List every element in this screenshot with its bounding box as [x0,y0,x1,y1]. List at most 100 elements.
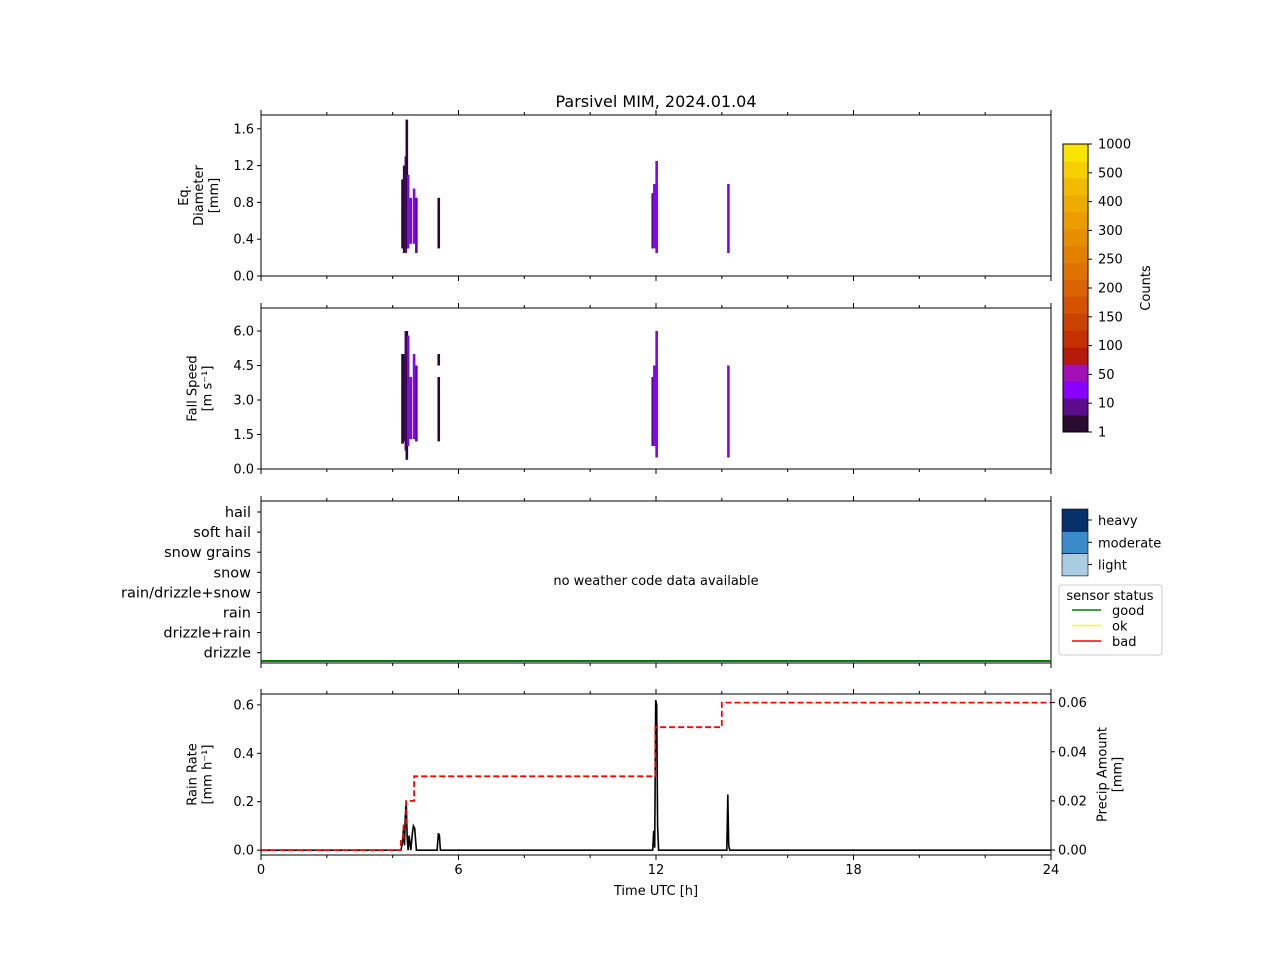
colorbar-segment [1063,262,1088,280]
colorbar-tick-label: 10 [1098,397,1115,412]
weather-category-label: hail [225,505,251,521]
y-tick-label: 1.5 [233,428,254,443]
count-cell [409,197,413,244]
weather-category-label: rain [223,606,251,622]
y-tick-label: 1.6 [233,122,254,137]
count-cell [653,365,656,446]
x-tick-label: 0 [257,863,265,878]
y-tick-label: 4.5 [233,359,254,374]
count-cell [406,174,410,249]
colorbar-segment [1063,415,1088,433]
intensity-label: moderate [1098,536,1161,551]
weather-code-panel: hail soft hail snow grains snow rain/drizzle… [121,496,1052,668]
diameter-panel: 0.0 0.4 0.8 1.2 1.6 Eq.Diameter[mm] [177,110,1052,285]
count-cell [412,188,416,244]
weather-category-label: soft hail [193,525,251,541]
y-tick-label: 6.0 [233,325,254,340]
y2-tick-label: 0.04 [1058,745,1087,760]
colorbar-segment [1063,245,1088,263]
colorbar-tick-label: 300 [1098,224,1123,239]
count-cell [415,365,418,442]
y-axis-label: Fall Speed[m s⁻¹] [186,355,216,421]
colorbar-tick-label: 400 [1098,195,1123,210]
colorbar-segment [1063,279,1088,297]
colorbar-segment [1063,194,1088,213]
colorbar-segment [1063,330,1088,348]
colorbar-tick-label: 1 [1098,426,1106,441]
status-legend-title: sensor status [1066,589,1153,604]
colorbar-tick-label: 250 [1098,253,1123,268]
count-cell [406,335,410,446]
weather-category-label: rain/drizzle+snow [121,585,251,601]
y2-tick-label: 0.02 [1058,794,1087,809]
count-cell [727,365,730,458]
rain-rate-panel: 0.0 0.2 0.4 0.6 0.00 0.02 0.04 0.06 0 6 12 18 24 Time… [186,689,1126,899]
colorbar-segment [1063,364,1088,382]
colorbar-label: Counts [1139,265,1154,311]
weather-category-label: drizzle+rain [163,626,251,642]
count-cell [415,197,418,253]
y-tick-label: 0.0 [233,844,254,859]
colorbar-segment [1063,211,1088,230]
intensity-swatch [1061,553,1089,577]
count-cell [405,331,409,460]
colorbar-tick-label: 50 [1098,368,1115,383]
count-cell [401,354,404,444]
count-cell [727,184,730,253]
intensity-swatch [1061,530,1089,554]
intensity-swatch [1061,508,1089,532]
count-cell [402,165,406,253]
count-cell [409,377,413,440]
rain-rate-line [261,699,1051,852]
x-tick-label: 12 [648,863,665,878]
x-tick-label: 18 [845,863,862,878]
weather-category-label: snow [214,565,252,581]
colorbar-tick-label: 1000 [1098,138,1131,153]
y-tick-label: 0.4 [233,747,254,762]
count-cell [402,354,406,442]
count-cell [653,184,656,249]
y-tick-label: 3.0 [233,394,254,409]
colorbar-segment [1063,228,1088,247]
intensity-label: light [1098,559,1127,574]
y2-tick-label: 0.00 [1058,844,1087,859]
y-tick-label: 0.0 [233,270,254,285]
status-legend-label: good [1112,604,1144,619]
count-cell [437,354,441,366]
colorbar-segment [1063,177,1088,196]
y2-tick-label: 0.06 [1058,696,1087,711]
status-legend-label: bad [1112,635,1136,650]
x-tick-label: 6 [454,863,462,878]
count-cell [655,331,658,458]
no-data-annotation: no weather code data available [553,574,758,589]
y-tick-label: 0.0 [233,463,254,478]
weather-category-label: snow grains [164,545,251,561]
count-cell [437,377,441,442]
y-tick-label: 1.2 [233,159,254,174]
count-cell [437,197,441,249]
status-legend-label: ok [1112,620,1128,635]
y-tick-label: 0.8 [233,196,254,211]
count-cell [412,354,416,440]
colorbar-tick-label: 500 [1098,166,1123,181]
y-tick-label: 0.2 [233,795,254,810]
y-axis-label: Rain Rate[mm h⁻¹] [186,743,216,806]
x-tick-label: 24 [1043,863,1060,878]
colorbar-segment [1063,381,1088,399]
colorbar-segment [1063,347,1088,365]
count-cell [651,377,655,446]
colorbar-segment [1063,160,1088,179]
y-axis-label: Eq.Diameter[mm] [177,165,222,226]
colorbar-tick-label: 200 [1098,282,1123,297]
intensity-label: heavy [1098,514,1138,529]
colorbar-tick-label: 150 [1098,310,1123,325]
colorbar-segment [1063,144,1088,162]
fall-speed-panel: 0.0 1.5 3.0 4.5 6.0 Fall Speed[m s⁻¹] [186,303,1052,478]
colorbar-segment [1063,398,1088,416]
colorbar-segment [1063,296,1088,314]
colorbar-segment [1063,313,1088,331]
count-cell [651,193,655,249]
y-tick-label: 0.6 [233,698,254,713]
